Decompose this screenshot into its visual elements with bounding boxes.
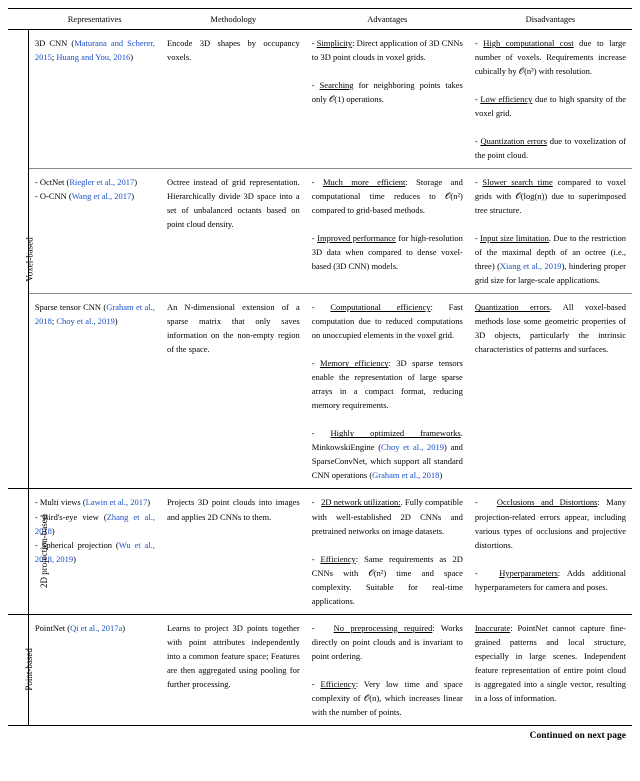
cite-link[interactable]: Graham et al., 2018 — [372, 470, 439, 480]
cite-link[interactable]: Qi et al., 2017a — [70, 623, 122, 633]
cell-adv: - Much more efficient: Storage and compu… — [306, 169, 469, 294]
cell-meth: Encode 3D shapes by occupancy voxels. — [161, 30, 306, 169]
cell-adv: - 2D network utilization:. Fully compati… — [306, 489, 469, 614]
category-label: Point-based — [22, 648, 37, 691]
cell-dis: - High computational cost due to large n… — [469, 30, 632, 169]
cell-meth: Learns to project 3D points together wit… — [161, 614, 306, 725]
table-row: 2D projection-based - Multi views (Lawin… — [8, 489, 632, 614]
category-point-based: Point-based — [8, 614, 28, 725]
cite-link[interactable]: Riegler et al., 2017 — [69, 177, 134, 187]
cell-rep: PointNet (Qi et al., 2017a) — [28, 614, 161, 725]
cell-dis: - Occlusions and Distortions: Many proje… — [469, 489, 632, 614]
table-row: - OctNet (Riegler et al., 2017) - O-CNN … — [8, 169, 632, 294]
cite-link[interactable]: Wang et al., 2017 — [72, 191, 132, 201]
cell-dis: - Slower search time compared to voxel g… — [469, 169, 632, 294]
table-row: Sparse tensor CNN (Graham et al., 2018; … — [8, 294, 632, 489]
cell-rep: - OctNet (Riegler et al., 2017) - O-CNN … — [28, 169, 161, 294]
cell-dis: Quantization errors. All voxel-based met… — [469, 294, 632, 489]
cell-rep: 3D CNN (Maturana and Scherer, 2015; Huan… — [28, 30, 161, 169]
header-row: Representatives Methodology Advantages D… — [8, 9, 632, 30]
table-row: Voxel-based 3D CNN (Maturana and Scherer… — [8, 30, 632, 169]
cell-adv: - Simplicity: Direct application of 3D C… — [306, 30, 469, 169]
col-disadvantages: Disadvantages — [469, 9, 632, 30]
col-representatives: Representatives — [28, 9, 161, 30]
category-label: 2D projection-based — [37, 515, 52, 588]
category-2d-projection: 2D projection-based — [8, 489, 28, 614]
cell-adv: - Computational efficiency: Fast computa… — [306, 294, 469, 489]
cite-link[interactable]: Choy et al., 2019 — [56, 316, 114, 326]
col-methodology: Methodology — [161, 9, 306, 30]
cell-dis: Inaccurate: PointNet cannot capture fine… — [469, 614, 632, 725]
col-category — [8, 9, 28, 30]
table-footer: Continued on next page — [8, 725, 632, 745]
cell-adv: - No preprocessing required: Works direc… — [306, 614, 469, 725]
cell-meth: Octree instead of grid representation. H… — [161, 169, 306, 294]
category-label: Voxel-based — [23, 237, 38, 281]
cell-meth: Projects 3D point clouds into images and… — [161, 489, 306, 614]
cite-link[interactable]: Huang and You, 2016 — [56, 52, 130, 62]
cite-link[interactable]: Lawin et al., 2017 — [86, 497, 148, 507]
category-voxel: Voxel-based — [8, 30, 28, 489]
comparison-table: Representatives Methodology Advantages D… — [8, 8, 632, 725]
cell-rep: Sparse tensor CNN (Graham et al., 2018; … — [28, 294, 161, 489]
col-advantages: Advantages — [306, 9, 469, 30]
cite-link[interactable]: Xiang et al., 2019 — [500, 261, 562, 271]
table-row: Point-based PointNet (Qi et al., 2017a) … — [8, 614, 632, 725]
cite-link[interactable]: Choy et al., 2019 — [381, 442, 444, 452]
cell-meth: An N-dimensional extension of a sparse m… — [161, 294, 306, 489]
